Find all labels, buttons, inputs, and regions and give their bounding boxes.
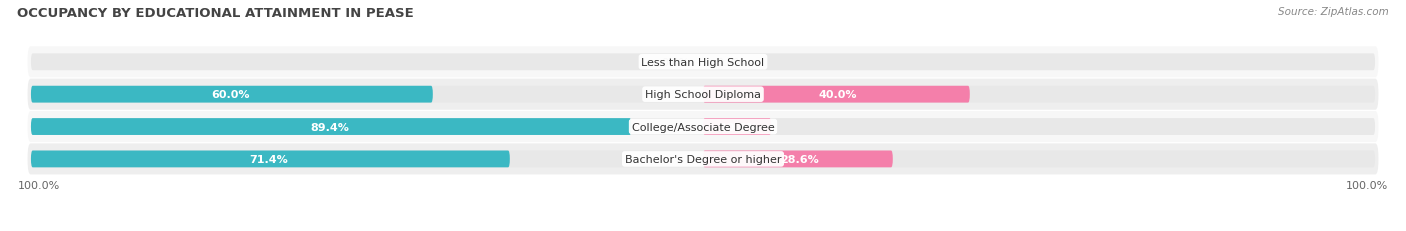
FancyBboxPatch shape (31, 86, 1375, 103)
FancyBboxPatch shape (31, 119, 631, 135)
Text: 10.6%: 10.6% (720, 122, 758, 132)
Text: High School Diploma: High School Diploma (645, 90, 761, 100)
Text: OCCUPANCY BY EDUCATIONAL ATTAINMENT IN PEASE: OCCUPANCY BY EDUCATIONAL ATTAINMENT IN P… (17, 7, 413, 20)
Text: 100.0%: 100.0% (17, 180, 59, 190)
Text: 0.0%: 0.0% (661, 58, 689, 67)
FancyBboxPatch shape (28, 79, 1378, 110)
FancyBboxPatch shape (703, 151, 893, 168)
Text: 40.0%: 40.0% (818, 90, 858, 100)
FancyBboxPatch shape (31, 151, 1375, 168)
FancyBboxPatch shape (31, 54, 1375, 71)
Text: 28.6%: 28.6% (780, 154, 818, 164)
FancyBboxPatch shape (31, 151, 510, 168)
Text: 89.4%: 89.4% (311, 122, 349, 132)
FancyBboxPatch shape (28, 112, 1378, 143)
FancyBboxPatch shape (703, 86, 970, 103)
Text: 0.0%: 0.0% (717, 58, 745, 67)
Text: College/Associate Degree: College/Associate Degree (631, 122, 775, 132)
Text: Less than High School: Less than High School (641, 58, 765, 67)
Text: Source: ZipAtlas.com: Source: ZipAtlas.com (1278, 7, 1389, 17)
FancyBboxPatch shape (703, 119, 772, 135)
FancyBboxPatch shape (31, 86, 433, 103)
FancyBboxPatch shape (31, 119, 1375, 135)
Text: 60.0%: 60.0% (211, 90, 249, 100)
FancyBboxPatch shape (28, 47, 1378, 78)
FancyBboxPatch shape (28, 144, 1378, 175)
Text: 71.4%: 71.4% (249, 154, 288, 164)
Text: 100.0%: 100.0% (1347, 180, 1389, 190)
Text: Bachelor's Degree or higher: Bachelor's Degree or higher (624, 154, 782, 164)
